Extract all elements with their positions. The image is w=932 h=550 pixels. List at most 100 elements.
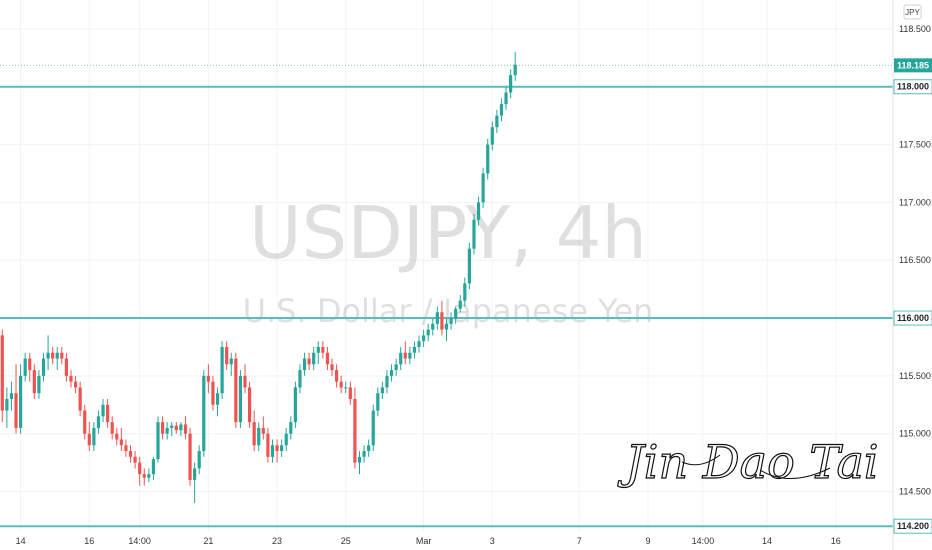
candle-body [78,387,82,411]
candle [9,381,14,411]
level-tag-0 [893,79,932,95]
candle-body [41,358,46,376]
candle [5,387,9,428]
candle [174,422,178,434]
candle [202,370,206,457]
candle-body [179,424,183,431]
candle [417,335,421,353]
level-label-1: 116.000 [897,313,929,323]
candle-body [389,370,394,376]
time-axis: 14 16 14:00 21 23 25 Mar 3 7 9 14:00 14 16 [16,536,841,546]
candle-body [115,433,119,440]
candle-body [211,381,215,405]
candle-body [472,219,476,249]
candle [0,329,4,423]
candle [101,399,105,423]
candle [312,346,316,371]
candle [215,387,220,417]
candle [334,364,339,388]
candle-body [316,346,320,353]
candle-body [14,393,18,428]
candle [490,121,494,151]
candle-body [23,358,27,376]
candle-body [486,144,490,174]
candle [87,422,91,452]
candle-body [133,456,137,463]
candle [151,456,156,480]
candle-body [220,346,224,394]
candle [367,439,371,457]
candle-body [160,422,165,434]
candle [399,346,403,371]
x-tick-label-4: 23 [272,536,282,546]
y-tick-label-2: 117.500 [899,140,931,150]
candle [357,451,362,475]
candle-body [504,92,508,105]
candle-body [302,358,307,371]
y-tick-label-8: 114.500 [899,487,931,497]
candle [449,312,453,330]
candle [41,352,46,382]
candle [426,323,430,342]
candle-body [513,64,517,76]
y-tick-label-0: 118.500 [899,24,931,34]
candle [389,364,394,382]
candle [298,364,302,394]
candle-body [275,445,279,452]
candle [275,439,279,463]
candle [160,416,165,440]
candle-body [330,364,334,371]
x-tick-label-5: 25 [341,536,351,546]
current-price-tag [894,58,932,73]
candle-body [509,75,513,93]
currency-badge[interactable]: JPY [903,4,922,20]
candle [252,410,256,452]
candle-body [270,445,275,457]
candle [238,370,243,428]
candle-body [202,375,206,452]
candle [188,427,192,486]
candle [495,109,499,133]
candle-body [156,422,160,460]
candle [408,346,412,365]
candle [412,341,417,359]
candle [46,335,50,371]
candle [225,341,229,371]
candle [73,375,78,394]
candle [165,422,169,440]
x-tick-label-3: 21 [203,536,213,546]
x-tick-label-12: 16 [831,536,841,546]
candle [344,381,348,394]
candle [257,422,261,452]
candle [444,318,449,342]
candle [60,346,64,365]
candle [211,375,215,411]
candle-body [293,387,297,423]
candle [476,196,481,226]
candle-body [138,462,142,475]
signature: Jin Dao Tai [617,435,878,489]
candle [421,329,426,347]
candle-body [19,375,23,428]
candle-body [252,422,256,446]
candle-body [5,399,9,411]
candle-body [147,474,151,478]
candle-body [119,439,123,446]
candle-body [83,410,87,434]
candle-body [353,399,357,463]
candle-body [385,375,389,388]
candle [234,352,238,428]
candle [371,404,375,452]
candle-body [28,358,32,371]
currency-badge-box[interactable] [903,4,922,20]
candle-body [344,387,348,389]
candle-body [426,329,430,336]
signature-flourish [681,454,831,479]
candle [509,69,513,99]
candle-body [96,416,101,428]
candle-body [247,387,252,423]
candle [69,370,73,388]
candle-body [449,318,453,324]
candle [504,86,508,110]
candle [138,456,142,486]
